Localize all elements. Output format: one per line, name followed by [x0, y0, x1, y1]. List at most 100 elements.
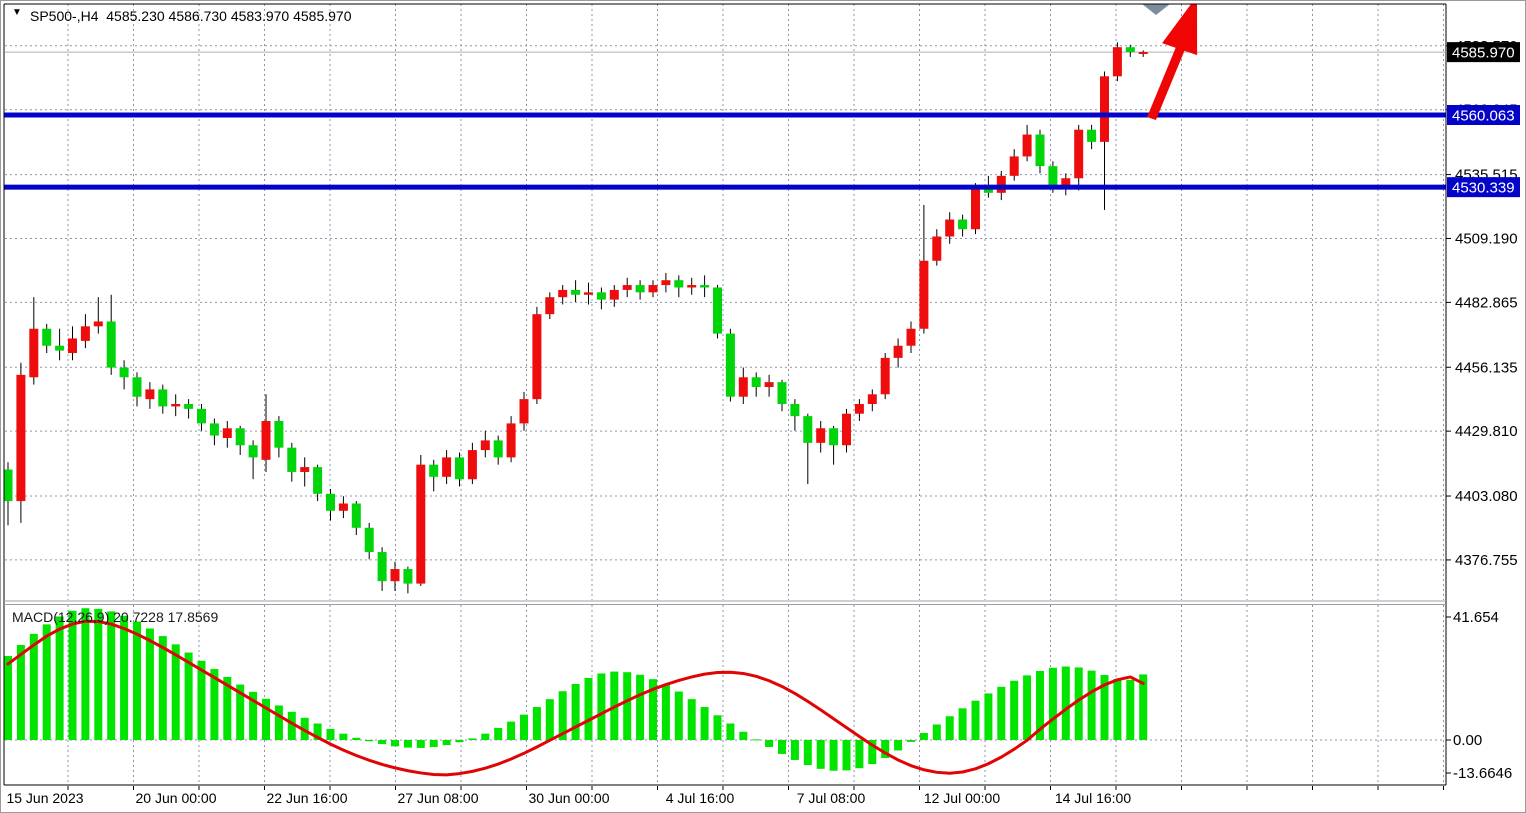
macd-bar: [1074, 667, 1083, 740]
macd-bar: [700, 707, 709, 740]
macd-bar: [29, 633, 38, 740]
macd-bar: [713, 715, 722, 740]
macd-bar: [894, 740, 903, 751]
candle-body: [906, 328, 916, 346]
candle-body: [674, 280, 684, 288]
candle-body: [338, 503, 348, 511]
time-axis-label: 27 Jun 08:00: [398, 790, 479, 806]
macd-signal-line: [6, 619, 1145, 777]
macd-bar: [532, 707, 541, 740]
candle-body: [764, 382, 774, 387]
macd-bar: [945, 716, 954, 740]
macd-bar: [120, 615, 129, 740]
candle-body: [377, 552, 387, 582]
trend-arrow-group[interactable]: [1147, 0, 1198, 121]
candle-body: [738, 377, 748, 397]
macd-bar: [739, 731, 748, 740]
candle-body: [171, 403, 181, 407]
macd-bar: [274, 705, 283, 740]
trend-arrow-head[interactable]: [1162, 0, 1198, 56]
candle-body: [326, 493, 335, 511]
candle-body: [519, 399, 529, 424]
candle-body: [842, 413, 851, 446]
macd-bar: [855, 740, 864, 769]
macd-bar: [919, 733, 928, 740]
candle-body: [506, 423, 516, 458]
time-axis-label: 4 Jul 16:00: [666, 790, 735, 806]
macd-bar: [545, 699, 554, 740]
macd-bar: [4, 656, 12, 740]
candle-body: [287, 447, 297, 472]
candle-body: [248, 445, 258, 458]
price-axis-label: 4456.135: [1455, 359, 1518, 376]
macd-bar: [68, 610, 77, 740]
macd-bar: [984, 693, 993, 740]
candle-body: [80, 326, 90, 341]
symbol-triangle-icon[interactable]: ▼: [12, 7, 22, 18]
candle-body: [29, 328, 39, 378]
candle-body: [1048, 166, 1058, 186]
macd-bar: [1100, 675, 1109, 740]
macd-axis[interactable]: 41.654 0.00 -13.6646: [1446, 609, 1512, 782]
time-axis-label: 22 Jun 16:00: [267, 790, 348, 806]
macd-bar: [881, 740, 890, 759]
macd-bar: [1048, 667, 1057, 740]
candle-body: [1100, 76, 1109, 142]
macd-bar: [842, 740, 851, 771]
price-label-box: [1447, 42, 1520, 63]
candle-body: [351, 503, 361, 528]
macd-bar: [197, 660, 206, 740]
price-label-box: [1447, 105, 1520, 125]
time-axis[interactable]: 15 Jun 2023 20 Jun 00:00 22 Jun 16:00 27 Ju…: [6, 786, 1444, 806]
macd-bar: [816, 740, 825, 769]
macd-bar: [623, 672, 632, 740]
support-resistance-line[interactable]: [4, 112, 1446, 118]
candle-body: [493, 440, 503, 458]
macd-bar: [339, 733, 348, 740]
time-axis-label: 7 Jul 08:00: [797, 790, 866, 806]
candle-body: [1138, 52, 1148, 54]
candle-body: [416, 464, 426, 584]
macd-bar: [584, 677, 593, 740]
support-resistance-line[interactable]: [4, 184, 1446, 190]
macd-indicator-label: MACD(12,26,9) 20.7228 17.8569: [12, 609, 219, 625]
macd-bar: [558, 691, 567, 740]
macd-bar: [236, 684, 245, 740]
candle-body: [983, 187, 993, 193]
candle-body: [55, 345, 65, 351]
candle-body: [854, 403, 864, 414]
macd-bar: [958, 708, 967, 740]
macd-bar: [1113, 678, 1122, 740]
price-axis[interactable]: 4588.5704562.2454535.5154509.1904482.865…: [1446, 38, 1520, 569]
macd-bar: [352, 737, 361, 740]
macd-bar: [16, 644, 25, 740]
macd-bar: [597, 673, 606, 740]
macd-bar: [636, 674, 645, 740]
macd-bar: [868, 740, 877, 765]
macd-bar: [765, 740, 774, 747]
macd-bar: [1023, 675, 1032, 740]
candle-body: [209, 423, 219, 436]
time-axis-label: 12 Jul 00:00: [924, 790, 1000, 806]
candle-body: [919, 260, 929, 329]
candle-body: [1112, 47, 1122, 77]
macd-bar: [1126, 679, 1135, 740]
macd-bar: [752, 739, 761, 741]
candle-body: [700, 285, 710, 288]
candle-body: [442, 457, 452, 477]
candle-body: [184, 403, 194, 409]
macd-bar: [403, 740, 412, 748]
candle-body: [687, 285, 697, 288]
candle-body: [68, 338, 77, 354]
time-axis-label: 15 Jun 2023: [6, 790, 83, 806]
macd-bar: [55, 616, 64, 740]
trend-arrow-shaft[interactable]: [1147, 45, 1186, 121]
chart-shift-marker-icon[interactable]: [1142, 4, 1170, 15]
macd-bar: [1036, 670, 1044, 740]
candle-body: [867, 394, 877, 404]
chart-borders: [3, 3, 1447, 786]
candle-body: [558, 289, 568, 298]
macd-bar: [365, 740, 374, 742]
time-axis-label: 14 Jul 16:00: [1055, 790, 1131, 806]
